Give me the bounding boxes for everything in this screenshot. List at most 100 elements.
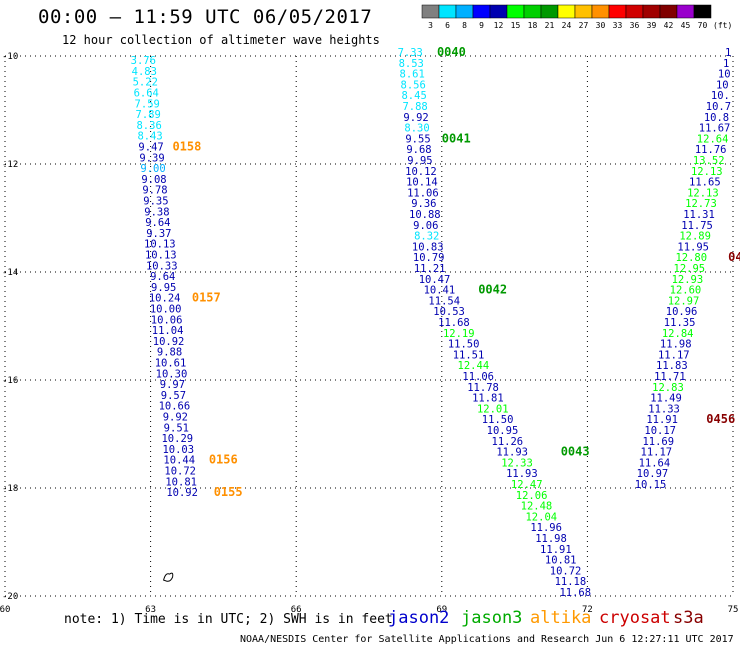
data-point-cryosat: 11.67 <box>699 123 731 135</box>
data-point-jason2: 10.72 <box>164 466 196 478</box>
data-point-jason3: 12.47 <box>511 479 543 491</box>
footer-credit: NOAA/NESDIS Center for Satellite Applica… <box>240 634 734 645</box>
data-point-jason2: 10.03 <box>162 444 194 456</box>
colorbar-swatch <box>693 4 712 19</box>
time-label-jason3: 0040 <box>437 45 466 59</box>
data-point-jason2: 10.00 <box>150 304 182 316</box>
data-point-cryosat: 1 <box>725 47 731 59</box>
colorbar-swatch <box>676 4 695 19</box>
colorbar-swatch <box>625 4 644 19</box>
data-point-jason3: 11.91 <box>540 544 572 556</box>
colorbar-label: 70 <box>698 21 708 30</box>
data-point-jason3: 10.83 <box>412 241 444 253</box>
data-point-cryosat: 10. <box>711 90 730 102</box>
data-point-jason3: 12.33 <box>501 457 533 469</box>
data-point-cryosat: 12.97 <box>668 295 700 307</box>
x-tick-label: 75 <box>728 605 739 615</box>
data-point-cryosat: 12.64 <box>697 133 729 145</box>
data-point-cryosat: 12.60 <box>670 285 702 297</box>
data-point-cryosat: 12.83 <box>652 382 684 394</box>
data-point-jason3: 10.53 <box>433 306 465 318</box>
data-point-jason3: 8.53 <box>399 58 424 70</box>
data-point-jason3: 11.93 <box>496 447 528 459</box>
data-point-cryosat: 11.76 <box>695 144 727 156</box>
colorbar-swatch <box>455 4 474 19</box>
footer-note: note: 1) Time is in UTC; 2) SWH is in fe… <box>64 612 393 627</box>
time-label-jason2: 0158 <box>172 140 201 154</box>
data-point-jason3: 10.79 <box>413 252 445 264</box>
colorbar-label: 33 <box>613 21 623 30</box>
data-point-jason2: 10.13 <box>144 239 176 251</box>
time-label-jason3: 0043 <box>561 445 590 459</box>
colorbar-label: 3 <box>428 21 433 30</box>
time-label-jason2: 0157 <box>192 291 221 305</box>
legend-jason3: jason3 <box>461 608 523 628</box>
data-point-jason3: 11.26 <box>492 436 524 448</box>
data-point-cryosat: 11.71 <box>654 371 686 383</box>
data-point-cryosat: 11.95 <box>677 241 709 253</box>
data-point-jason3: 11.81 <box>472 393 504 405</box>
data-point-jason3: 12.01 <box>477 403 509 415</box>
data-point-jason2: 9.88 <box>157 347 182 359</box>
data-point-jason3: 11.78 <box>467 382 499 394</box>
y-tick-label: -18 <box>2 484 18 494</box>
data-point-jason2: 10.44 <box>163 455 195 467</box>
data-point-jason2: 9.35 <box>143 196 168 208</box>
data-point-jason3: 9.92 <box>403 112 428 124</box>
x-tick-label: 63 <box>145 605 156 615</box>
data-point-jason3: 8.30 <box>404 123 429 135</box>
data-point-jason3: 12.19 <box>443 328 475 340</box>
data-point-jason2: 9.64 <box>145 217 170 229</box>
data-point-jason3: 9.36 <box>411 198 436 210</box>
data-point-jason2: 10.33 <box>146 260 178 272</box>
data-point-jason2: 4.83 <box>132 66 157 78</box>
colorbar-swatch <box>438 4 457 19</box>
data-point-cryosat: 11.69 <box>642 436 674 448</box>
data-point-jason3: 11.21 <box>414 263 446 275</box>
data-point-jason3: 8.56 <box>401 79 426 91</box>
data-point-cryosat: 10.8 <box>704 112 729 124</box>
data-point-jason2: 8.36 <box>136 120 161 132</box>
colorbar-label: 39 <box>647 21 657 30</box>
data-point-jason2: 10.06 <box>151 314 183 326</box>
data-point-jason3: 11.51 <box>453 349 485 361</box>
data-point-cryosat: 12.13 <box>691 166 723 178</box>
x-tick-label: 66 <box>291 605 302 615</box>
data-point-cryosat: 11.31 <box>683 209 715 221</box>
data-point-jason2: 10.61 <box>155 358 187 370</box>
data-point-jason2: 9.92 <box>163 412 188 424</box>
data-point-jason2: 9.00 <box>140 163 165 175</box>
data-point-jason2: 9.78 <box>142 185 167 197</box>
time-label-jason3: 0042 <box>478 283 507 297</box>
data-point-cryosat: 11.75 <box>681 220 713 232</box>
data-point-jason2: 9.08 <box>141 174 166 186</box>
data-point-jason3: 8.32 <box>414 231 439 243</box>
data-point-jason2: 9.39 <box>139 152 164 164</box>
data-point-jason2: 6.64 <box>134 88 159 100</box>
data-point-cryosat: 10.96 <box>666 306 698 318</box>
data-point-jason3: 7.33 <box>398 47 423 59</box>
colorbar-swatch <box>574 4 593 19</box>
data-point-cryosat: 11.17 <box>641 447 673 459</box>
y-tick-label: -12 <box>2 160 18 170</box>
colorbar-label: 9 <box>479 21 484 30</box>
chart-subtitle: 12 hour collection of altimeter wave hei… <box>62 33 380 47</box>
data-point-jason3: 10.72 <box>550 565 582 577</box>
data-point-jason3: 11.98 <box>535 533 567 545</box>
data-point-jason3: 9.68 <box>406 144 431 156</box>
colorbar-swatch <box>557 4 576 19</box>
data-point-jason2: 10.92 <box>166 487 198 499</box>
colorbar-label: 36 <box>630 21 640 30</box>
colorbar-label: 30 <box>596 21 606 30</box>
data-point-jason3: 11.50 <box>482 414 514 426</box>
data-point-cryosat: 12.73 <box>685 198 717 210</box>
y-tick-label: -10 <box>2 52 18 62</box>
legend-cryosat: cryosat <box>599 608 671 628</box>
data-point-cryosat: 11.83 <box>656 360 688 372</box>
data-point-jason3: 11.68 <box>559 587 591 599</box>
data-point-jason2: 10.24 <box>149 293 181 305</box>
legend-jason2: jason2 <box>388 608 450 628</box>
colorbar-label: 27 <box>579 21 589 30</box>
data-point-jason2: 9.64 <box>150 271 175 283</box>
